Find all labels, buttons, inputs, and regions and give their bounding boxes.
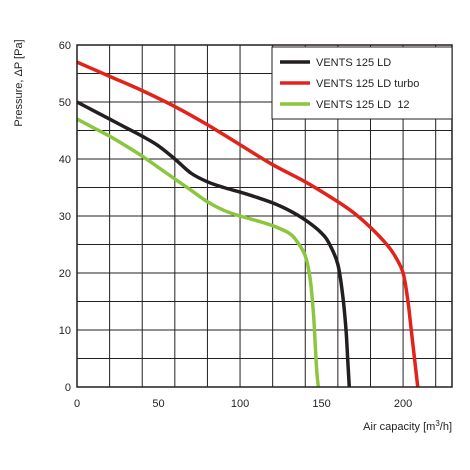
- x-axis-title-main: Air capacity [m: [363, 421, 435, 433]
- y-tick-label: 20: [59, 268, 71, 280]
- x-axis-title-superscript: 3: [435, 419, 440, 428]
- y-tick-label: 0: [65, 382, 71, 394]
- x-tick-label: 100: [231, 398, 249, 410]
- legend-label-vents-125-ld: VENTS 125 LD: [316, 57, 391, 69]
- y-tick-label: 10: [59, 325, 71, 337]
- y-axis-title: Pressure, ΔP [Pa]: [13, 39, 25, 126]
- x-axis-title: Air capacity [m3/h]: [363, 419, 452, 433]
- y-tick-label: 40: [59, 154, 71, 166]
- x-tick-label: 50: [152, 398, 164, 410]
- x-tick-label: 0: [74, 398, 80, 410]
- y-tick-label: 60: [59, 40, 71, 52]
- y-tick-label: 30: [59, 211, 71, 223]
- legend-label-vents-125-ld-12: VENTS 125 LD 12: [316, 99, 410, 111]
- legend: VENTS 125 LD VENTS 125 LD turbo VENTS 12…: [271, 46, 453, 120]
- tick-labels: 0 50 100 150 200 0 10 20 30 40 50 60: [59, 40, 413, 410]
- series-line-vents-125-ld-12: [76, 117, 321, 388]
- series-layer: [76, 60, 420, 388]
- x-axis-title-suffix: /h]: [440, 421, 452, 433]
- series-line-vents-125-ld-turbo: [76, 60, 420, 388]
- plot-frame: [76, 44, 453, 388]
- y-tick-label: 50: [59, 97, 71, 109]
- legend-label-vents-125-ld-turbo: VENTS 125 LD turbo: [316, 78, 419, 90]
- series-line-vents-125-ld: [76, 100, 352, 388]
- x-tick-label: 150: [312, 398, 330, 410]
- x-tick-label: 200: [394, 398, 412, 410]
